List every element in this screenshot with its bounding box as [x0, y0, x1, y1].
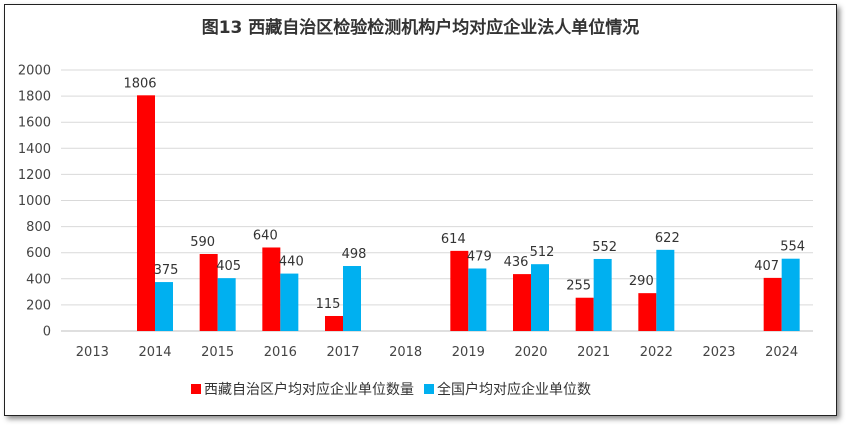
data-label-tibet: 590: [190, 235, 215, 250]
x-tick-label: 2013: [76, 345, 109, 360]
data-label-tibet: 115: [316, 297, 341, 312]
x-tick-label: 2014: [138, 345, 171, 360]
y-tick-label: 0: [43, 325, 51, 340]
data-label-tibet: 614: [441, 232, 466, 247]
data-label-tibet: 640: [253, 228, 278, 243]
y-tick-label: 2000: [18, 64, 51, 79]
data-label-national: 554: [780, 240, 805, 255]
y-tick-label: 1000: [18, 194, 51, 209]
y-tick-label: 400: [26, 272, 51, 287]
bar-national: [781, 258, 800, 331]
y-tick-label: 1400: [18, 142, 51, 157]
x-tick-label: 2016: [264, 345, 297, 360]
chart-frame: 图13 西藏自治区检验检测机构户均对应企业法人单位情况 0 200 400 600 80…: [4, 4, 837, 416]
bar-national: [468, 268, 487, 331]
x-tick-label: 2024: [765, 345, 798, 360]
bar-national: [343, 266, 361, 331]
data-label-national: 440: [279, 255, 304, 270]
legend-swatch: [191, 384, 201, 394]
data-label-tibet: 255: [566, 279, 591, 294]
x-tick-label: 2019: [452, 345, 485, 360]
legend-label: 西藏自治区户均对应企业单位数量: [204, 381, 414, 398]
bar-tibet: [199, 254, 218, 331]
bar-tibet: [513, 274, 531, 331]
bar-national: [656, 249, 675, 331]
x-tick-label: 2022: [640, 345, 673, 360]
y-tick-label: 1600: [18, 116, 51, 131]
y-tick-label: 600: [26, 246, 51, 261]
data-label-national: 552: [592, 240, 617, 255]
data-label-national: 405: [216, 259, 241, 274]
x-tick-label: 2015: [201, 345, 234, 360]
bar-tibet: [575, 297, 594, 331]
data-label-tibet: 290: [629, 274, 654, 289]
data-label-national: 622: [655, 231, 680, 246]
y-tick-label: 1800: [18, 90, 51, 105]
y-tick-label: 1200: [18, 168, 51, 183]
bar-national: [217, 278, 236, 331]
data-label-national: 479: [467, 249, 492, 264]
y-tick-label: 800: [26, 220, 51, 235]
bar-chart: 0 200 400 600 800 1000 1200 1400 1600 1800 2000 201…: [18, 64, 813, 398]
bar-national: [155, 282, 173, 331]
bar-tibet: [137, 95, 155, 331]
bar-national: [531, 264, 549, 331]
data-label-national: 375: [154, 263, 179, 278]
bar-national: [593, 258, 612, 331]
x-tick-label: 2023: [702, 345, 735, 360]
data-label-tibet: 1806: [123, 76, 156, 91]
x-tick-label: 2020: [514, 345, 547, 360]
bar-national: [280, 273, 299, 331]
data-label-tibet: 407: [754, 259, 779, 274]
chart-title: 图13 西藏自治区检验检测机构户均对应企业法人单位情况: [201, 18, 640, 38]
y-tick-label: 200: [26, 298, 51, 313]
legend-swatch: [424, 384, 434, 394]
x-tick-label: 2021: [577, 345, 610, 360]
data-label-national: 498: [342, 247, 367, 262]
data-label-tibet: 436: [504, 255, 529, 270]
legend-label: 全国户均对应企业单位数: [437, 381, 591, 398]
bar-tibet: [450, 250, 469, 331]
data-label-national: 512: [530, 245, 555, 260]
bar-tibet: [325, 315, 343, 331]
bar-tibet: [638, 293, 657, 331]
bar-tibet: [763, 277, 782, 331]
bar-tibet: [262, 247, 281, 331]
x-tick-label: 2018: [389, 345, 422, 360]
x-tick-label: 2017: [326, 345, 359, 360]
